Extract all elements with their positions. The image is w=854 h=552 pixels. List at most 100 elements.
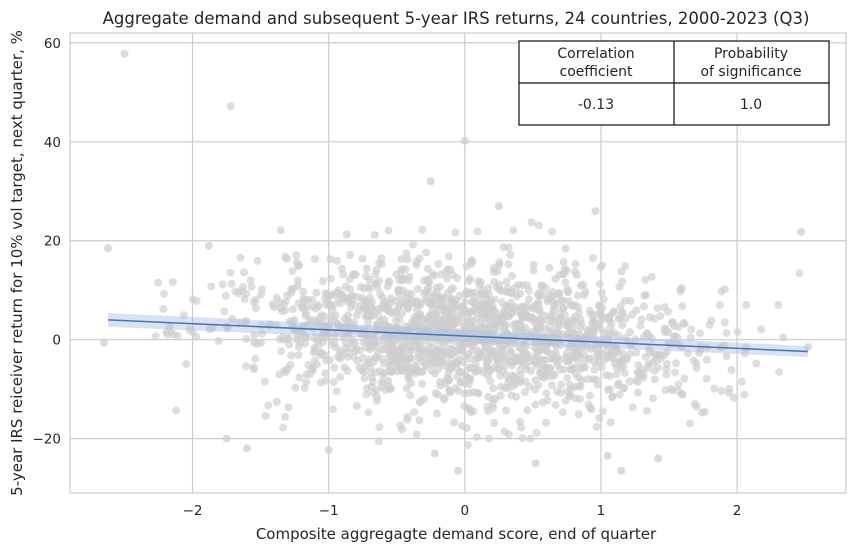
scatter-point bbox=[641, 275, 650, 284]
scatter-point bbox=[616, 313, 625, 322]
scatter-point bbox=[314, 302, 323, 311]
scatter-point bbox=[616, 302, 625, 311]
scatter-point bbox=[253, 256, 262, 265]
scatter-point bbox=[467, 338, 476, 347]
scatter-point bbox=[730, 393, 739, 402]
y-tick-label: −20 bbox=[33, 432, 62, 448]
scatter-point bbox=[372, 265, 381, 274]
scatter-point bbox=[372, 396, 381, 405]
table-header-probability-line1: Probability bbox=[714, 46, 788, 62]
scatter-point bbox=[662, 360, 671, 369]
scatter-point bbox=[341, 339, 350, 348]
scatter-point bbox=[387, 309, 396, 318]
x-tick-label: −1 bbox=[319, 503, 339, 519]
scatter-point bbox=[364, 408, 373, 417]
scatter-point bbox=[364, 312, 373, 321]
scatter-point bbox=[628, 310, 637, 319]
scatter-point bbox=[294, 342, 303, 351]
scatter-point bbox=[284, 403, 293, 412]
scatter-point bbox=[548, 291, 557, 300]
scatter-point bbox=[568, 302, 577, 311]
scatter-point bbox=[151, 332, 160, 341]
scatter-point bbox=[752, 359, 761, 368]
scatter-point bbox=[292, 251, 301, 260]
scatter-point bbox=[450, 418, 459, 427]
scatter-point bbox=[429, 351, 438, 360]
scatter-point bbox=[380, 379, 389, 388]
regression-line bbox=[108, 319, 808, 353]
scatter-point bbox=[446, 387, 455, 396]
scatter-point bbox=[487, 315, 496, 324]
scatter-point bbox=[722, 352, 731, 361]
scatter-point bbox=[228, 315, 237, 324]
scatter-point bbox=[740, 390, 749, 399]
scatter-point bbox=[352, 402, 361, 411]
table-header-correlation-line2: coefficient bbox=[560, 64, 633, 80]
scatter-point bbox=[345, 285, 354, 294]
scatter-point bbox=[323, 333, 332, 342]
scatter-point bbox=[415, 416, 424, 425]
scatter-point bbox=[532, 428, 541, 437]
scatter-point bbox=[377, 260, 386, 269]
scatter-point bbox=[364, 318, 373, 327]
scatter-point bbox=[564, 355, 573, 364]
scatter-point bbox=[330, 332, 339, 341]
scatter-point bbox=[227, 279, 236, 288]
scatter-point bbox=[358, 293, 367, 302]
scatter-point bbox=[502, 277, 511, 286]
scatter-point bbox=[576, 323, 585, 332]
scatter-point bbox=[606, 418, 615, 427]
scatter-point bbox=[418, 367, 427, 376]
scatter-point bbox=[283, 364, 292, 373]
scatter-point bbox=[559, 270, 568, 279]
scatter-point bbox=[410, 408, 419, 417]
x-axis-label: Composite aggregagte demand score, end o… bbox=[256, 525, 657, 543]
scatter-point bbox=[572, 330, 581, 339]
scatter-point bbox=[418, 225, 427, 234]
scatter-point bbox=[426, 329, 435, 338]
scatter-point bbox=[549, 305, 558, 314]
scatter-point bbox=[567, 385, 576, 394]
scatter-point bbox=[576, 364, 585, 373]
scatter-point bbox=[406, 391, 415, 400]
scatter-point bbox=[384, 226, 393, 235]
scatter-point bbox=[249, 365, 258, 374]
scatter-point bbox=[531, 400, 540, 409]
scatter-point bbox=[560, 365, 569, 374]
scatter-point bbox=[371, 279, 380, 288]
scatter-point bbox=[523, 331, 532, 340]
scatter-point bbox=[367, 297, 376, 306]
scatter-point bbox=[486, 376, 495, 385]
scatter-point bbox=[547, 381, 556, 390]
scatter-point bbox=[541, 325, 550, 334]
scatter-point bbox=[334, 322, 343, 331]
scatter-point bbox=[478, 286, 487, 295]
scatter-point bbox=[579, 349, 588, 358]
scatter-point bbox=[316, 378, 325, 387]
y-tick-label: 60 bbox=[44, 36, 61, 52]
scatter-point bbox=[568, 364, 577, 373]
scatter-point bbox=[556, 388, 565, 397]
scatter-point bbox=[472, 353, 481, 362]
scatter-point bbox=[409, 240, 418, 249]
scatter-point bbox=[393, 367, 402, 376]
scatter-point bbox=[342, 230, 351, 239]
scatter-point bbox=[428, 343, 437, 352]
scatter-point bbox=[412, 430, 421, 439]
scatter-point bbox=[321, 369, 330, 378]
y-tick-labels: −20 0 20 40 60 bbox=[33, 36, 62, 448]
scatter-point bbox=[461, 297, 470, 306]
scatter-point bbox=[598, 407, 607, 416]
scatter-point bbox=[395, 315, 404, 324]
scatter-point bbox=[368, 304, 377, 313]
scatter-point bbox=[542, 418, 551, 427]
scatter-point bbox=[553, 361, 562, 370]
scatter-point bbox=[329, 301, 338, 310]
scatter-point bbox=[360, 374, 369, 383]
scatter-point bbox=[346, 251, 355, 260]
scatter-point bbox=[159, 289, 168, 298]
scatter-point bbox=[803, 343, 812, 352]
scatter-point bbox=[377, 304, 386, 313]
scatter-point bbox=[563, 285, 572, 294]
